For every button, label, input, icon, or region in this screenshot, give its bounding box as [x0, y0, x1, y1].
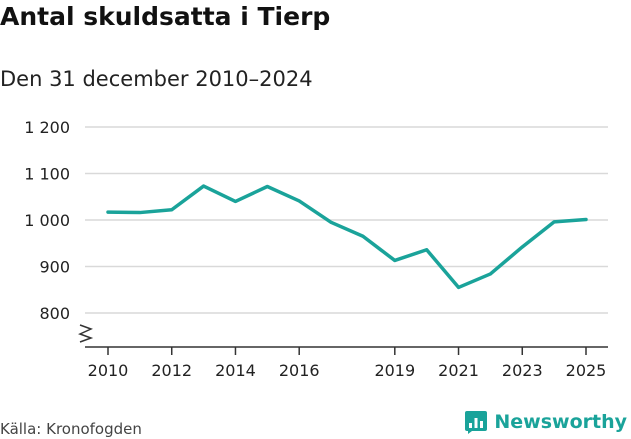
data-point: [138, 211, 142, 215]
y-tick-label: 1 000: [24, 211, 70, 230]
data-point: [265, 185, 269, 189]
data-point: [457, 285, 461, 289]
chart-subtitle: Den 31 december 2010–2024: [0, 67, 313, 91]
x-tick-label: 2016: [279, 361, 320, 380]
x-tick-label: 2025: [566, 361, 607, 380]
y-tick-label: 1 200: [24, 118, 70, 137]
data-point: [361, 234, 365, 238]
series: [106, 184, 588, 290]
y-tick-label: 900: [39, 258, 70, 277]
data-point: [329, 220, 333, 224]
data-point: [297, 199, 301, 203]
y-axis-ticks: 800 900 1 000 1 100 1 200: [24, 118, 70, 323]
data-point: [425, 248, 429, 252]
x-tick-label: 2014: [215, 361, 256, 380]
gridlines: [85, 126, 608, 314]
data-point: [106, 210, 110, 214]
data-point: [584, 218, 588, 222]
data-point: [233, 199, 237, 203]
x-axis: [78, 324, 608, 348]
data-point: [202, 184, 206, 188]
x-tick-label: 2012: [151, 361, 192, 380]
chart-title: Antal skuldsatta i Tierp: [0, 2, 331, 31]
series-line: [106, 184, 588, 290]
data-point: [170, 208, 174, 212]
data-point: [552, 220, 556, 224]
x-tick-label: 2021: [438, 361, 479, 380]
x-axis-ticks: 2010 2012 2014 2016 2019 2021 2023 2025: [88, 347, 607, 380]
axis-break-icon: [78, 324, 94, 343]
brand-name: Newsworthy: [494, 411, 627, 433]
data-point: [520, 245, 524, 249]
x-tick-label: 2010: [88, 361, 129, 380]
y-tick-label: 1 100: [24, 165, 70, 184]
y-tick-label: 800: [39, 304, 70, 323]
source-label: Källa: Kronofogden: [0, 420, 142, 438]
data-point: [488, 272, 492, 276]
x-tick-label: 2019: [374, 361, 415, 380]
x-tick-label: 2023: [502, 361, 543, 380]
data-point: [393, 258, 397, 262]
newsworthy-icon: [465, 411, 488, 434]
brand-logo: Newsworthy: [464, 410, 627, 434]
